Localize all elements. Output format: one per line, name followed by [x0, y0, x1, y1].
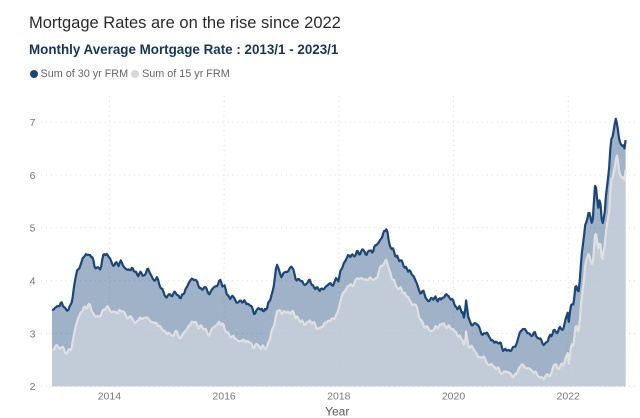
svg-text:2018: 2018 [327, 390, 351, 402]
svg-text:2020: 2020 [442, 390, 466, 402]
svg-text:2014: 2014 [98, 390, 122, 402]
svg-text:5: 5 [30, 223, 36, 235]
svg-text:6: 6 [30, 170, 36, 182]
svg-text:2: 2 [30, 381, 36, 393]
svg-text:Year: Year [325, 404, 349, 418]
svg-text:3: 3 [30, 328, 36, 340]
svg-text:7: 7 [30, 117, 36, 129]
svg-text:4: 4 [30, 276, 36, 288]
svg-text:2022: 2022 [557, 390, 581, 402]
svg-text:2016: 2016 [212, 390, 236, 402]
